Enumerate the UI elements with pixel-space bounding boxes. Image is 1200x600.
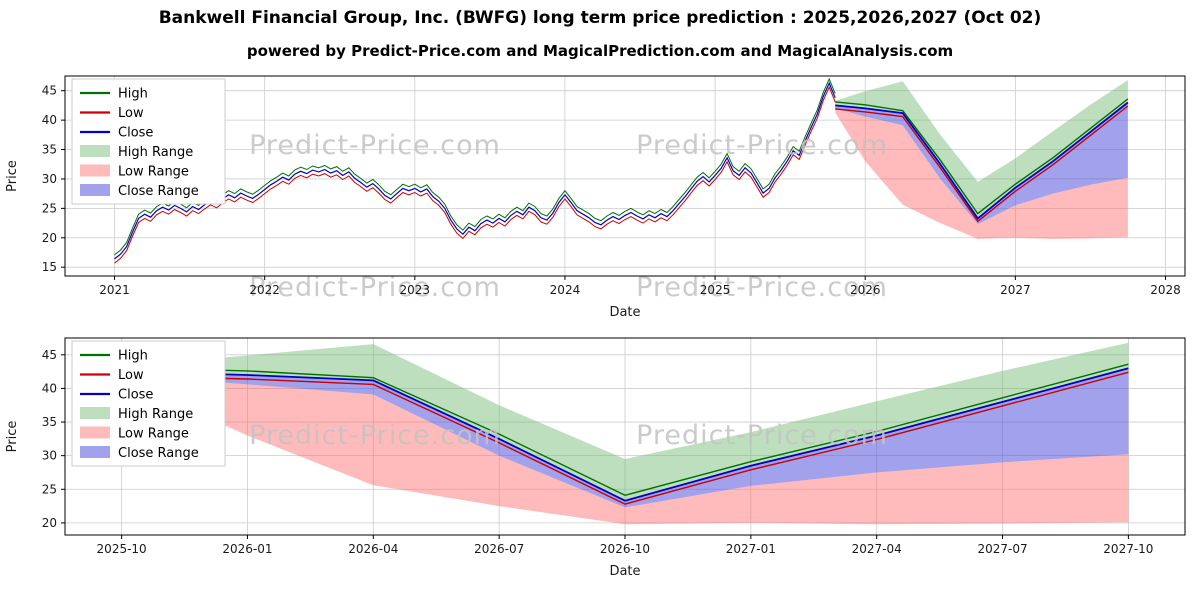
x-tick-label: 2025-10 [97,542,147,556]
axis-label-price: Price [5,421,20,453]
legend-label: Low [118,106,144,121]
high-line-historical [114,77,836,256]
low-range-area [121,375,1129,525]
legend-swatch-high-range [80,407,110,419]
y-tick-label: 15 [42,260,57,274]
x-tick-label: 2023 [400,283,431,297]
x-tick-label: 2026-07 [474,542,524,556]
y-tick-label: 40 [42,381,57,395]
x-tick-label: 2026-10 [600,542,650,556]
legend-label: High [118,87,148,102]
legend-swatch-close-range [80,446,110,458]
x-tick-label: 2027-10 [1103,542,1153,556]
x-tick-label: 2027-04 [852,542,902,556]
axis-label-date: Date [609,564,640,579]
legend-label: High Range [118,145,193,160]
close-line-forecast [835,101,1129,220]
page-title: Bankwell Financial Group, Inc. (BWFG) lo… [158,8,1042,28]
watermark-text: Predict-Price.com [249,130,501,161]
y-tick-label: 35 [42,143,57,157]
legend-label: Close Range [118,184,199,199]
watermark-text: Predict-Price.com [249,420,501,451]
page-subtitle: powered by Predict-Price.com and Magical… [246,42,954,60]
legend-label: Low [118,368,144,383]
x-tick-label: 2026 [850,283,881,297]
y-tick-label: 45 [42,348,57,362]
low-line-forecast [835,105,1129,223]
axis-label-date: Date [609,305,640,319]
close-line-forecast [121,367,1129,502]
x-tick-label: 2024 [550,283,581,297]
x-tick-label: 2022 [249,283,280,297]
y-tick-label: 30 [42,449,57,463]
y-tick-label: 25 [42,201,57,215]
legend-label: Close [118,126,153,141]
legend-swatch-low-range [80,426,110,439]
x-tick-label: 2027 [1000,283,1031,297]
y-tick-label: 30 [42,172,57,186]
legend-label: High Range [118,407,193,422]
watermark-text: Predict-Price.com [636,420,888,451]
legend-box [71,78,226,205]
y-tick-label: 40 [42,113,57,127]
y-tick-label: 20 [42,231,57,245]
legend-swatch-high-range [80,145,110,157]
axis-label-price: Price [5,160,20,192]
watermark-text: Predict-Price.com [249,272,501,303]
y-tick-label: 20 [42,516,57,530]
watermark-text: Predict-Price.com [636,272,888,303]
plot-border [64,75,1186,277]
legend-label: High [118,349,148,364]
legend-swatch-close-range [80,184,110,196]
y-tick-label: 45 [42,84,57,98]
high-line-forecast [835,98,1129,215]
close-range-area [835,102,1128,225]
x-tick-label: 2026-01 [222,542,272,556]
legend-swatch-low-range [80,164,110,177]
x-tick-label: 2027-07 [977,542,1027,556]
low-line-forecast [121,371,1129,505]
legend-label: Close Range [118,446,199,461]
x-tick-label: 2026-04 [348,542,398,556]
bottom-chart: Predict-Price.com Predict-Price.com 2025-1… [5,337,1186,579]
x-tick-label: 2027-01 [726,542,776,556]
y-tick-label: 35 [42,415,57,429]
low-range-area [835,108,1128,239]
high-line-forecast [121,363,1129,497]
x-tick-label: 2028 [1150,283,1181,297]
legend-label: Low Range [118,165,189,180]
legend-box [71,340,226,467]
x-tick-label: 2021 [99,283,130,297]
legend-label: Low Range [118,427,189,442]
low-line-historical [114,85,836,264]
watermark-text: Predict-Price.com [636,130,888,161]
legend-label: Close [118,388,153,403]
y-tick-label: 25 [42,482,57,496]
x-tick-label: 2025 [700,283,731,297]
high-range-area [835,80,1128,219]
top-chart: Predict-Price.com Predict-Price.com Predic… [5,75,1186,319]
close-line-historical [114,81,836,260]
